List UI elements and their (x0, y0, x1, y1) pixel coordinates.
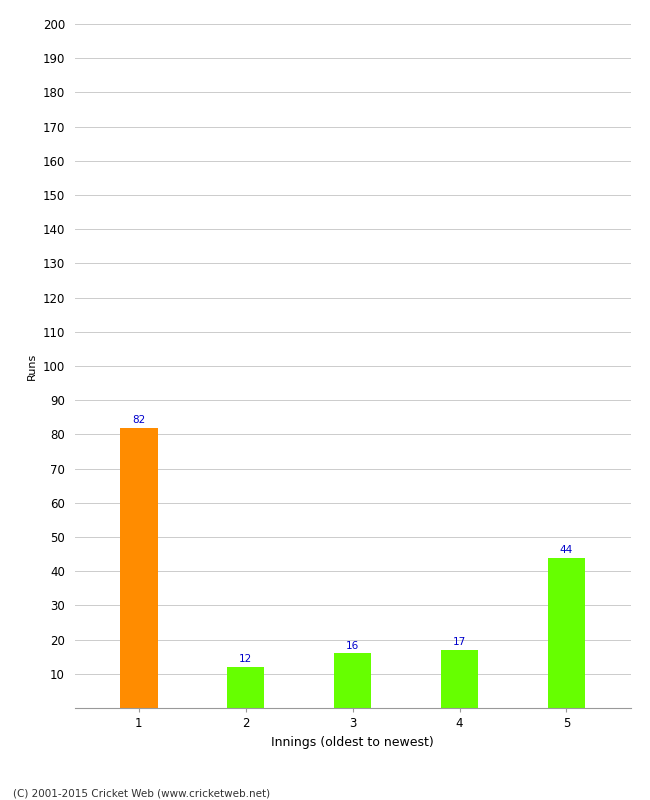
Bar (548, 558, 585, 708)
Bar (334, 654, 371, 708)
Text: 44: 44 (560, 545, 573, 554)
Bar (441, 650, 478, 708)
Text: 82: 82 (132, 415, 146, 425)
Text: 12: 12 (239, 654, 252, 664)
Text: (C) 2001-2015 Cricket Web (www.cricketweb.net): (C) 2001-2015 Cricket Web (www.cricketwe… (13, 788, 270, 798)
Bar (120, 427, 157, 708)
Bar (227, 667, 265, 708)
X-axis label: Innings (oldest to newest): Innings (oldest to newest) (271, 735, 434, 749)
Text: 17: 17 (453, 637, 466, 647)
Text: 16: 16 (346, 641, 359, 650)
Y-axis label: Runs: Runs (27, 352, 37, 380)
